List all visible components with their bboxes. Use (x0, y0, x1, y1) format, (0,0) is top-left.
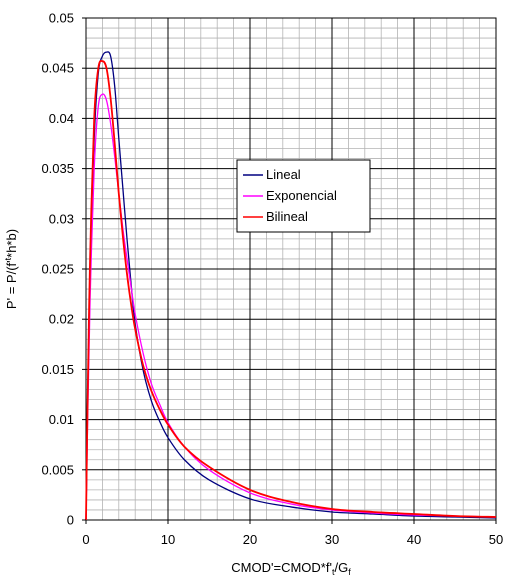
legend-label-bilineal: Bilineal (266, 209, 308, 224)
y-tick-labels: 0 0.005 0.01 0.015 0.02 0.025 0.03 0.035 0.04 0.0… (41, 11, 86, 528)
y-tick-label: 0.04 (49, 111, 74, 126)
series-line-exponencial (85, 93, 497, 521)
y-axis-title: P' = P/(f't*h*b) (3, 229, 19, 309)
x-axis-title: CMOD'=CMOD*f't/Gf (231, 560, 351, 577)
y-tick-label: 0.02 (49, 312, 74, 327)
legend: Lineal Exponencial Bilineal (236, 159, 371, 233)
legend-label-lineal: Lineal (266, 167, 301, 182)
y-tick-label: 0.01 (49, 412, 74, 427)
y-tick-label: 0.045 (41, 61, 74, 76)
x-tick-labels: 0 10 20 30 40 50 (82, 520, 503, 547)
y-tick-label: 0.03 (49, 211, 74, 226)
y-tick-label: 0 (67, 513, 74, 528)
y-tick-label: 0.05 (49, 11, 74, 26)
series-layer (85, 51, 497, 521)
x-tick-label: 50 (489, 532, 503, 547)
x-tick-label: 0 (82, 532, 89, 547)
x-tick-label: 40 (407, 532, 421, 547)
series-line-bilineal (85, 59, 497, 521)
y-tick-label: 0.015 (41, 362, 74, 377)
x-tick-label: 30 (325, 532, 339, 547)
legend-label-exponencial: Exponencial (266, 188, 337, 203)
y-tick-label: 0.005 (41, 462, 74, 477)
x-tick-label: 20 (243, 532, 257, 547)
y-tick-label: 0.035 (41, 161, 74, 176)
x-tick-label: 10 (161, 532, 175, 547)
y-tick-label: 0.025 (41, 262, 74, 277)
